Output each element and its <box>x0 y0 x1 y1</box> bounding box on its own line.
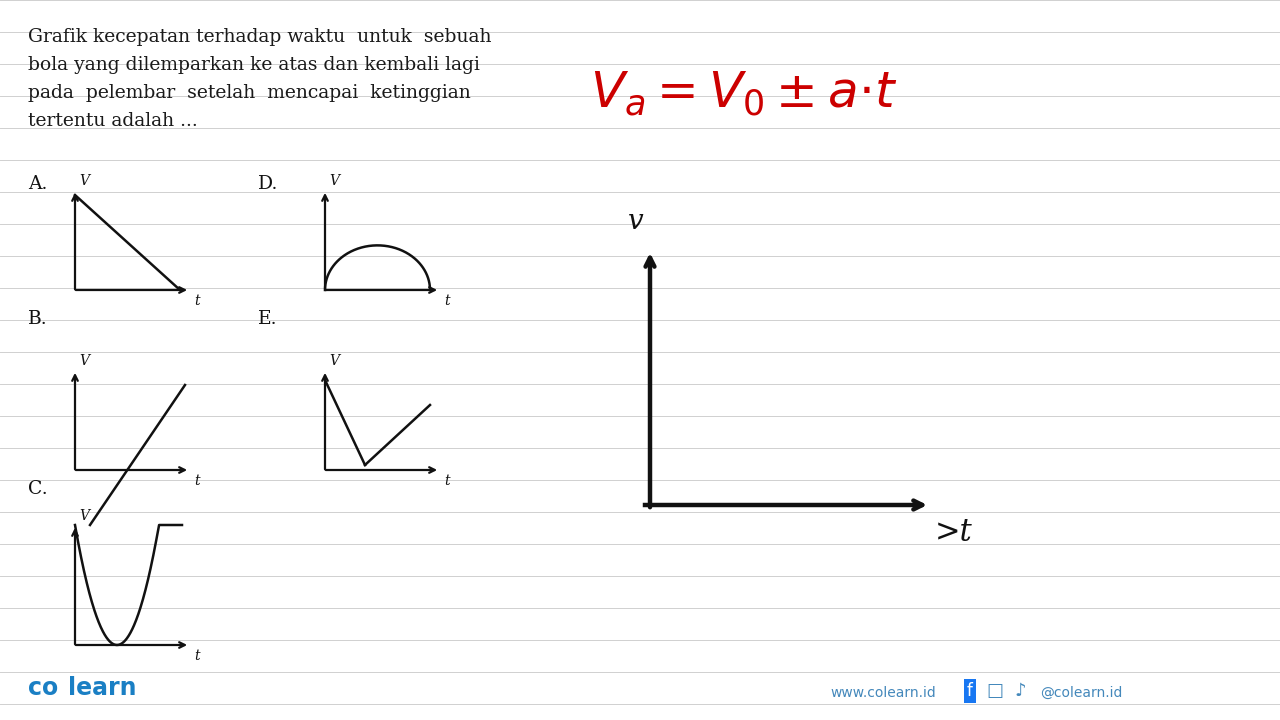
Text: V: V <box>79 174 90 188</box>
Text: co: co <box>28 676 59 700</box>
Text: learn: learn <box>68 676 137 700</box>
Text: ♪: ♪ <box>1014 682 1025 700</box>
Text: V: V <box>79 509 90 523</box>
Text: t: t <box>195 649 200 663</box>
Text: V: V <box>329 174 339 188</box>
Text: @colearn.id: @colearn.id <box>1039 686 1123 700</box>
Text: t: t <box>195 474 200 488</box>
Text: E.: E. <box>259 310 278 328</box>
Text: f: f <box>968 682 973 700</box>
Text: pada  pelembar  setelah  mencapai  ketinggian: pada pelembar setelah mencapai ketinggia… <box>28 84 471 102</box>
Text: □: □ <box>987 682 1004 700</box>
Text: >t: >t <box>934 517 973 548</box>
Text: www.colearn.id: www.colearn.id <box>829 686 936 700</box>
Text: A.: A. <box>28 175 47 193</box>
Text: t: t <box>444 474 449 488</box>
Text: V: V <box>329 354 339 368</box>
Text: t: t <box>195 294 200 308</box>
Text: Grafik kecepatan terhadap waktu  untuk  sebuah: Grafik kecepatan terhadap waktu untuk se… <box>28 28 492 46</box>
Text: t: t <box>444 294 449 308</box>
Text: C.: C. <box>28 480 47 498</box>
Text: D.: D. <box>259 175 278 193</box>
Text: v: v <box>628 208 644 235</box>
Text: B.: B. <box>28 310 47 328</box>
Text: $V_a = V_0 \pm a{\cdot}t$: $V_a = V_0 \pm a{\cdot}t$ <box>590 70 897 118</box>
Text: V: V <box>79 354 90 368</box>
Text: tertentu adalah ...: tertentu adalah ... <box>28 112 197 130</box>
Text: bola yang dilemparkan ke atas dan kembali lagi: bola yang dilemparkan ke atas dan kembal… <box>28 56 480 74</box>
